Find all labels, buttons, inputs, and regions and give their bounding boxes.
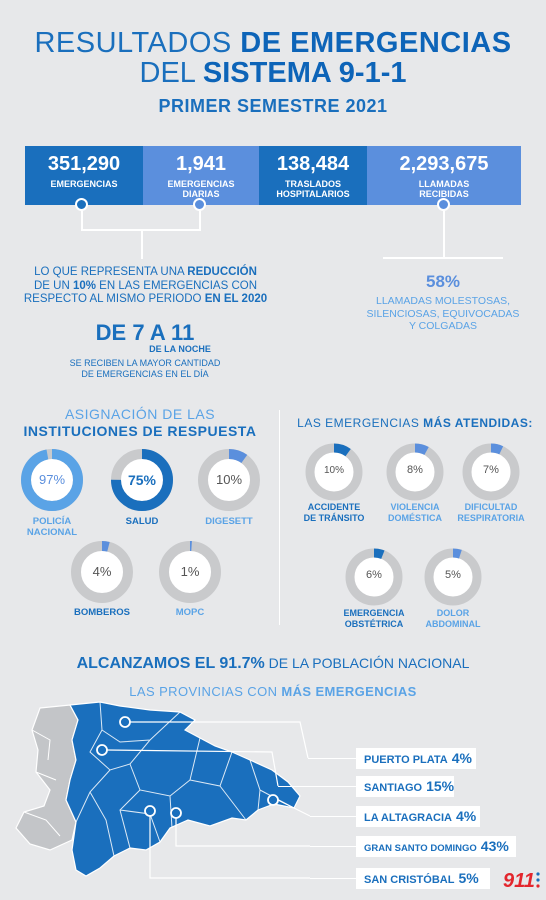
page-subtitle: PRIMER SEMESTRE 2021 [158, 96, 388, 116]
911-logo-mark: 911 [503, 870, 540, 892]
donut-pct: 10% [323, 465, 344, 476]
santiago-marker [96, 744, 108, 756]
emergency-donut-arc [305, 443, 363, 501]
connector-dot [437, 198, 450, 211]
donut-pct: 4% [92, 564, 112, 579]
leader-line [278, 786, 356, 788]
province-callout-santiago: SANTIAGO 15% [356, 776, 454, 797]
donut-pct: 6% [366, 569, 382, 581]
donut-label: VIOLENCIA DOMÉSTICA [388, 502, 442, 523]
dominican-republic-map [15, 701, 310, 879]
dr-region [65, 701, 301, 877]
connector-line [383, 257, 503, 259]
emergency-donut-arc [345, 548, 403, 606]
province-callout-gran-santo-domingo: GRAN SANTO DOMINGO 43% [356, 836, 516, 857]
coverage-text: ALCANZAMOS EL 91.7% DE LA POBLACIÓN NACI… [76, 655, 470, 672]
reduction-text: LO QUE REPRESENTA UNA REDUCCIÓN DE UN 10… [23, 266, 268, 305]
emergency-donut-arc [386, 443, 444, 501]
donut-pct: 75% [127, 472, 157, 488]
donut-pct: 10% [215, 472, 243, 487]
emergency-donut [386, 443, 444, 501]
donut-label: EMERGENCIA OBSTÉTRICA [343, 608, 405, 629]
connector-dot [75, 198, 88, 211]
stat-emergencias: 351,290 EMERGENCIAS [25, 146, 143, 205]
donut-label: POLICÍA NACIONAL [26, 516, 78, 538]
institution-donut-arc [198, 449, 260, 511]
institution-donut [159, 541, 221, 603]
province-callout-san-cristobal: SAN CRISTÓBAL 5% [356, 868, 490, 889]
connector-line [141, 229, 143, 259]
leader-line [277, 799, 310, 817]
donut-label: SALUD [125, 516, 159, 527]
donut-pct: 8% [407, 464, 423, 476]
haiti-region [15, 704, 79, 851]
connector-line [199, 211, 201, 231]
haiti-borders [23, 729, 61, 837]
donut-label: MOPC [175, 607, 205, 618]
province-callout-la-altagracia: LA ALTAGRACIA 4% [356, 806, 480, 827]
calls-text: 58% LLAMADAS MOLESTOSAS, SILENCIOSAS, EQ… [366, 272, 520, 332]
leader-line [149, 816, 310, 879]
leader-line [130, 721, 309, 759]
emergency-donut [424, 548, 482, 606]
donut-pct: 5% [445, 569, 461, 581]
stat-traslados: 138,484 TRASLADOS HOSPITALARIOS [259, 146, 367, 205]
peak-hours-text: DE 7 A 11 DE LA NOCHE SE RECIBEN LA MAYO… [69, 320, 221, 380]
leader-line [310, 878, 356, 880]
connector-line [81, 211, 83, 231]
institution-donut-arc [159, 541, 221, 603]
leader-line [106, 749, 279, 787]
section-divider [279, 410, 280, 625]
donut-pct: 1% [180, 564, 200, 579]
leader-line [308, 758, 356, 760]
province-callout-puerto-plata: PUERTO PLATA 4% [356, 748, 476, 769]
institutions-title: ASIGNACIÓN DE LAS INSTITUCIONES DE RESPU… [23, 406, 257, 439]
emergency-donut [462, 443, 520, 501]
911-logo: 911 [502, 866, 542, 892]
page-title-line-1: RESULTADOS DE EMERGENCIAS [34, 27, 512, 59]
emergency-donut-arc [424, 548, 482, 606]
donut-label: ACCIDENTE DE TRÁNSITO [303, 502, 365, 523]
institution-donut [71, 541, 133, 603]
donut-label: DOLOR ABDOMINAL [425, 608, 481, 629]
san-cristobal-marker [144, 805, 156, 817]
connector-line [443, 211, 445, 259]
institution-donut-arc [21, 449, 83, 511]
provinces-title: LAS PROVINCIAS CON MÁS EMERGENCIAS [129, 684, 417, 699]
emergency-donut [305, 443, 363, 501]
donut-label: BOMBEROS [74, 607, 130, 618]
emergency-donut-arc [462, 443, 520, 501]
911-logo-text: 911 [503, 870, 535, 892]
connector-dot [193, 198, 206, 211]
page-title-line-2: DEL SISTEMA 9-1-1 [139, 57, 407, 89]
institution-donut [111, 449, 173, 511]
stat-emergencias-diarias: 1,941 EMERGENCIAS DIARIAS [143, 146, 259, 205]
puerto-plata-marker [119, 716, 131, 728]
emergency-donut [345, 548, 403, 606]
santo-domingo-marker [170, 807, 182, 819]
leader-line [310, 846, 356, 848]
stat-llamadas: 2,293,675 LLAMADAS RECIBIDAS [367, 146, 521, 205]
la-altagracia-marker [267, 794, 279, 806]
donut-label: DIGESETT [205, 516, 253, 527]
donut-pct: 7% [483, 464, 499, 476]
leader-line [310, 816, 356, 818]
institution-donut-arc [71, 541, 133, 603]
institution-donut [198, 449, 260, 511]
donut-label: DIFICULTAD RESPIRATORIA [457, 502, 525, 523]
leader-line [175, 818, 310, 847]
institution-donut-arc [111, 449, 173, 511]
institution-donut [21, 449, 83, 511]
attended-title: LAS EMERGENCIAS MÁS ATENDIDAS: [297, 416, 533, 430]
donut-pct: 97% [38, 472, 66, 487]
